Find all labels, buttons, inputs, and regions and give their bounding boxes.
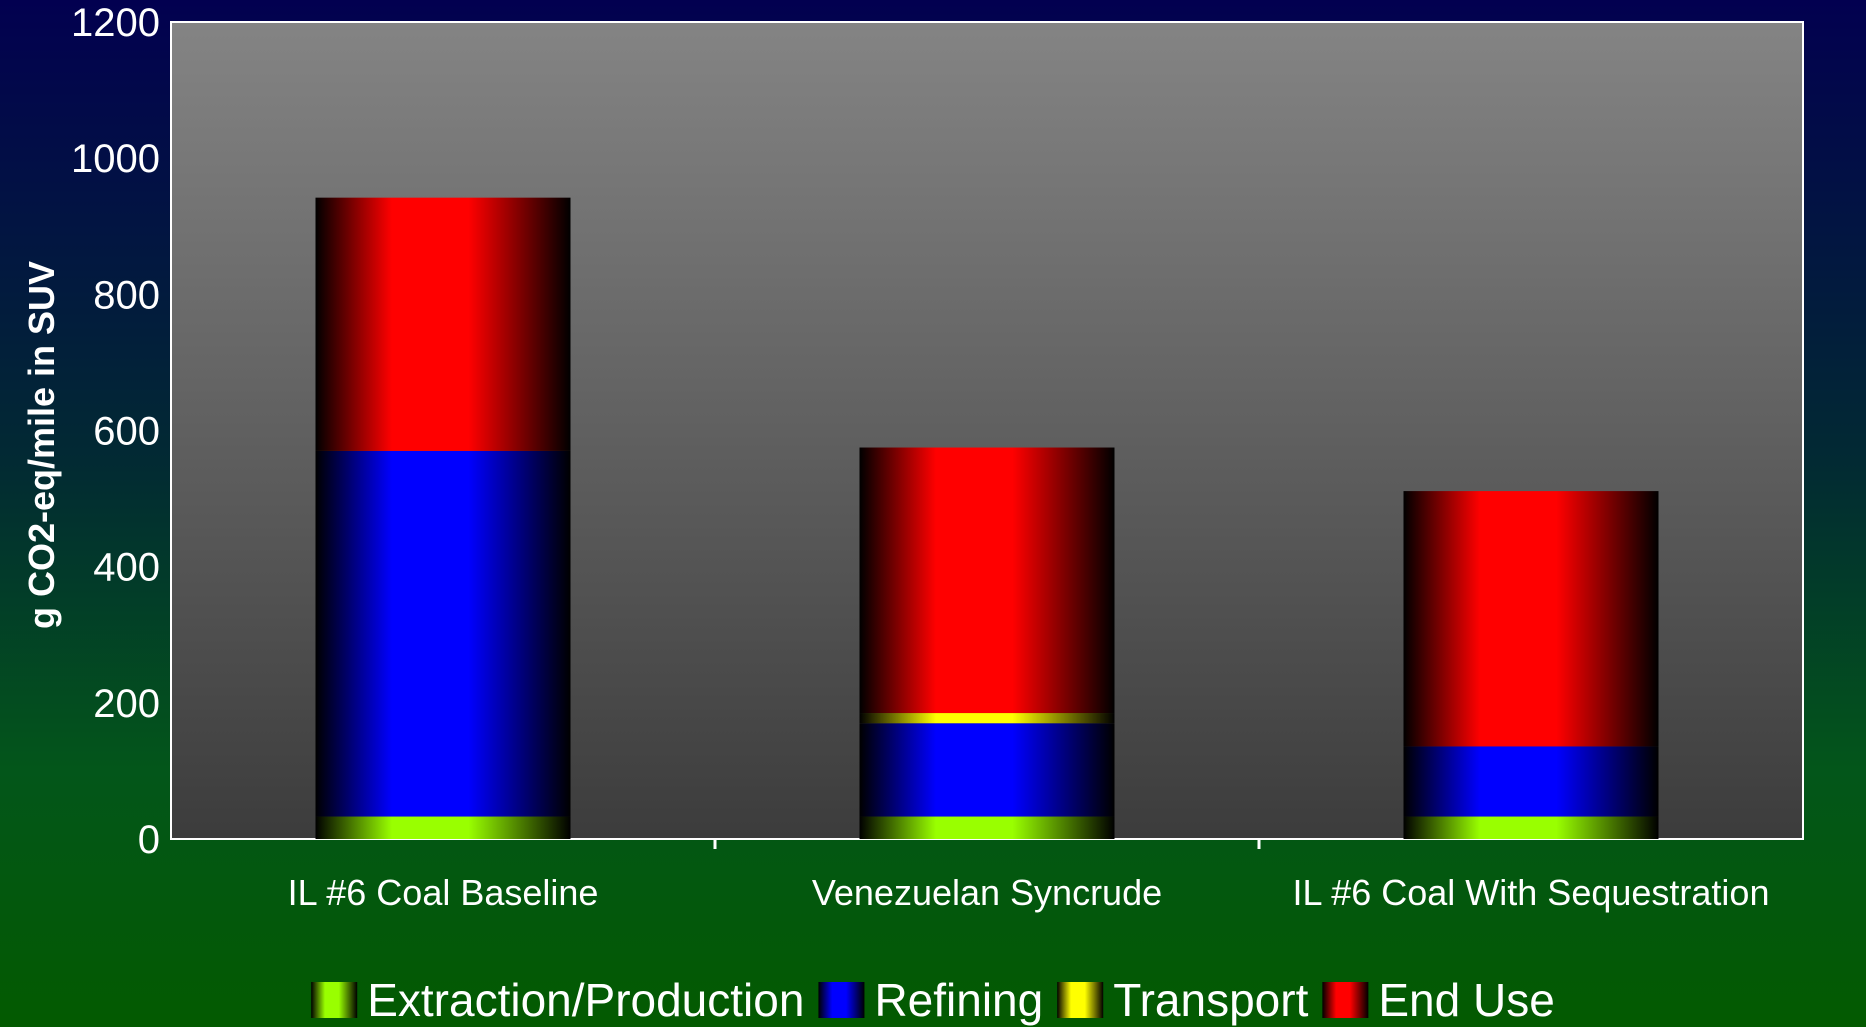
bar-il-6-coal-with-sequestration-end-use [1403,491,1659,747]
bar-venezuelan-syncrude-end-use [859,447,1115,714]
x-tick-label: IL #6 Coal With Sequestration [1293,872,1770,913]
y-tick-label: 800 [93,273,160,317]
y-tick-label: 400 [93,546,160,590]
bar-il-6-coal-baseline-refining [315,450,571,817]
x-tick-label: IL #6 Coal Baseline [288,872,599,913]
bar-il-6-coal-with-sequestration-extraction-production [1403,816,1659,839]
y-tick-label: 200 [93,682,160,726]
legend-label-end-use: End Use [1378,974,1554,1026]
bar-venezuelan-syncrude-transport [859,713,1115,724]
bar-il-6-coal-baseline-end-use [315,197,571,451]
legend-swatch-extraction-production [311,982,358,1018]
bar-il-6-coal-baseline-extraction-production [315,816,571,839]
y-tick-label: 0 [138,818,160,862]
y-tick-label: 1200 [71,1,160,45]
x-tick-label: Venezuelan Syncrude [812,872,1162,913]
legend-swatch-end-use [1322,982,1369,1018]
legend-swatch-transport [1057,982,1104,1018]
bar-venezuelan-syncrude-refining [859,723,1115,817]
legend-swatch-refining [818,982,865,1018]
y-tick-label: 600 [93,410,160,454]
bar-venezuelan-syncrude-extraction-production [859,816,1115,839]
legend-label-extraction-production: Extraction/Production [367,974,804,1026]
y-tick-label: 1000 [71,137,160,181]
bar-il-6-coal-with-sequestration-refining [1403,746,1659,817]
legend-label-refining: Refining [874,974,1043,1026]
y-axis-label: g CO2-eq/mile in SUV [21,261,62,629]
legend-label-transport: Transport [1113,974,1308,1026]
legend: Extraction/Production Refining Transport En… [311,974,1555,1026]
